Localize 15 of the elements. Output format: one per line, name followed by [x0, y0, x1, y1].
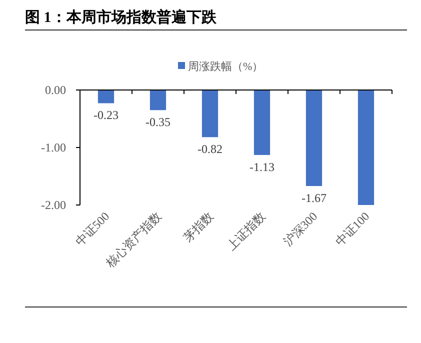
x-tick-label: 中证500: [72, 209, 112, 249]
text: -0.35: [146, 115, 170, 130]
x-tick-label: 中证100: [332, 209, 372, 249]
text: -0.82: [198, 142, 222, 156]
x-tick-label: 上证指数: [224, 209, 268, 254]
y-tick-label: 0.00: [45, 83, 66, 97]
chart-title: 图 1：本周市场指数普遍下跌: [25, 8, 218, 26]
text: -1.67: [302, 191, 326, 206]
text: -1.13: [250, 160, 274, 174]
legend: 周涨跌幅（%）: [178, 61, 264, 73]
text: -0.23: [94, 108, 118, 122]
x-tick-label: 茅指数: [180, 209, 216, 245]
y-tick-label: -1.00: [41, 140, 66, 154]
x-tick-label: 沪深300: [280, 209, 320, 249]
y-tick-label: -2.00: [41, 198, 66, 212]
